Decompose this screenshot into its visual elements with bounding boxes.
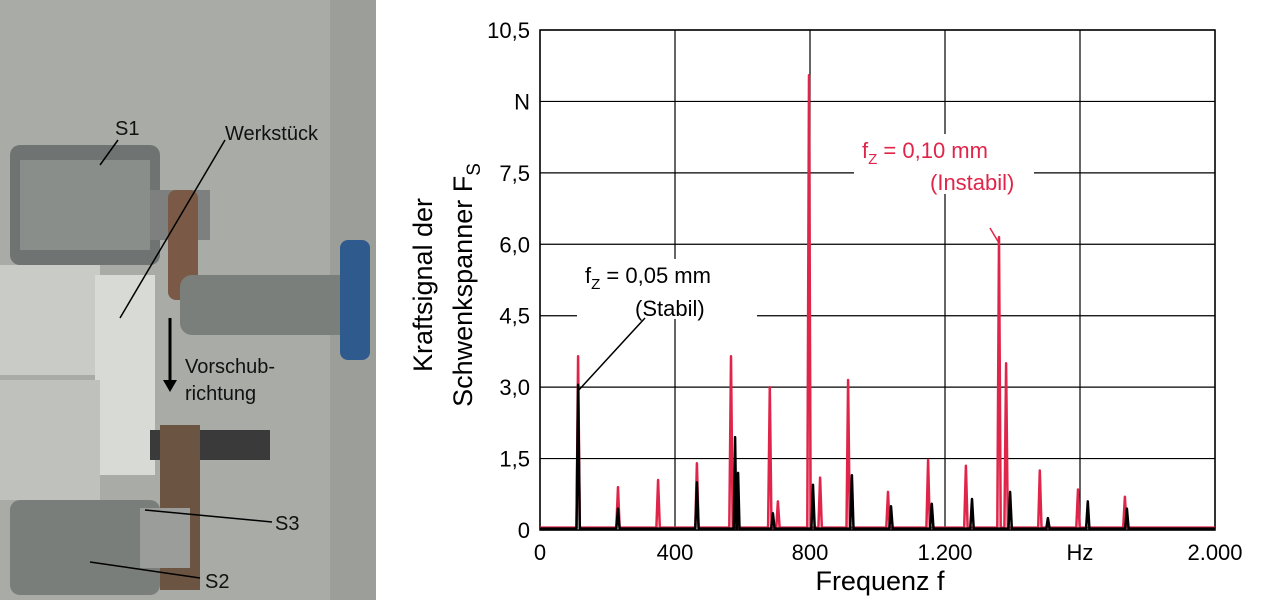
plot-frame	[539, 29, 1216, 531]
x-axis-label: Frequenz f	[815, 566, 945, 596]
y-axis-label-part: Schwenkspanner F	[448, 176, 478, 407]
y-tick-label: N	[514, 89, 530, 114]
y-tick-label: 7,5	[499, 161, 530, 186]
annotation-leader	[989, 227, 1000, 244]
photo-label: Werkstück	[225, 123, 319, 145]
photo-label: S1	[115, 118, 139, 140]
spectrum-line	[540, 383, 1215, 530]
annotation-note: (Instabil)	[930, 170, 1014, 195]
x-tick-label: 2.000	[1187, 540, 1242, 565]
x-tick-label: Hz	[1067, 540, 1094, 565]
annotation-leader	[577, 317, 646, 392]
annotation: fZ = 0,05 mm	[585, 263, 711, 293]
photo-label: S2	[205, 571, 229, 593]
annotation-sub: Z	[591, 276, 600, 293]
y-tick-label: 10,5	[487, 18, 530, 43]
y-tick-label: 4,5	[499, 304, 530, 329]
x-tick-label: 1.200	[917, 540, 972, 565]
y-tick-label: 6,0	[499, 232, 530, 257]
x-tick-label: 0	[534, 540, 546, 565]
y-tick-label: 3,0	[499, 375, 530, 400]
annotation-part: f	[585, 263, 592, 288]
photo-label: S3	[275, 513, 299, 535]
annotation-bg	[577, 259, 757, 319]
y-tick-label: 1,5	[499, 447, 530, 472]
annotation: fZ = 0,10 mm	[862, 138, 988, 168]
annotation-note: (Stabil)	[635, 296, 705, 321]
photo-label: richtung	[185, 383, 256, 405]
annotation-bg	[854, 134, 1034, 194]
annotation-part: = 0,05 mm	[600, 263, 711, 288]
chart: 0 1,5 3,0 4,5 6,0 7,5 N 10,5 0 400 800 1.200 Hz 2.000…	[487, 18, 1242, 565]
annotation-part: f	[862, 138, 869, 163]
x-tick-label: 800	[792, 540, 829, 565]
y-axis-label: Schwenkspanner FS	[448, 163, 485, 407]
photo-label: Vorschub-	[185, 356, 275, 378]
annotation-part: = 0,10 mm	[877, 138, 988, 163]
y-tick-label: 0	[518, 518, 530, 543]
x-tick-label: 400	[657, 540, 694, 565]
annotation-sub: Z	[868, 151, 877, 168]
y-axis-label: Kraftsignal der	[408, 198, 438, 372]
y-axis-label-sub: S	[464, 163, 485, 176]
photo: S1 Werkstück Vorschub- richtung S3 S2	[0, 0, 376, 600]
